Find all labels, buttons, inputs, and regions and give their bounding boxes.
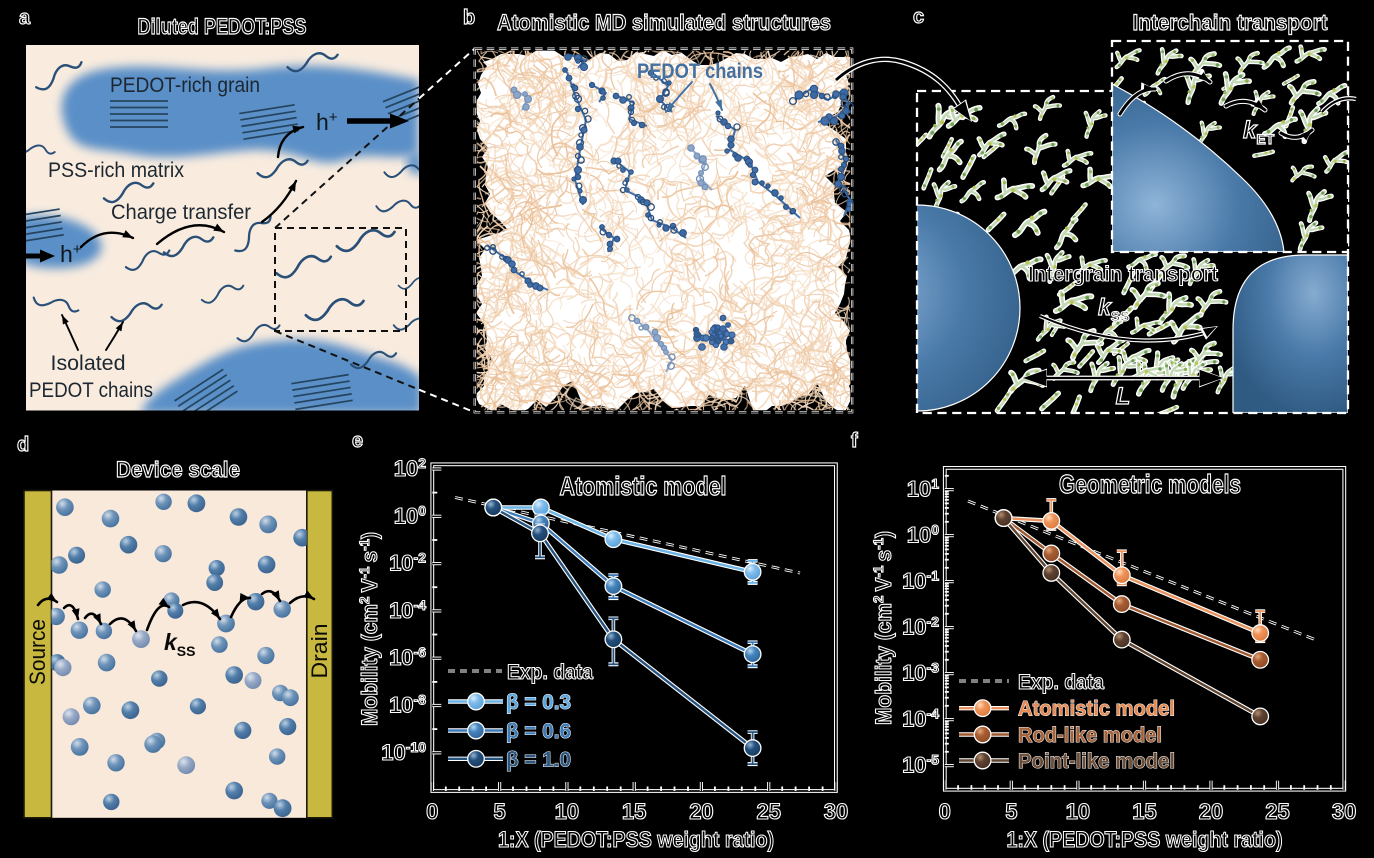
svg-text:Exp. data: Exp. data <box>507 661 593 684</box>
svg-text:20: 20 <box>689 799 713 824</box>
svg-text:Exp. data: Exp. data <box>1018 671 1104 694</box>
svg-text:10: 10 <box>555 799 579 824</box>
svg-text:1:X (PEDOT:PSS weight ratio): 1:X (PEDOT:PSS weight ratio) <box>1007 827 1283 852</box>
svg-text:Point-like model: Point-like model <box>1018 750 1175 773</box>
svg-text:10: 10 <box>1066 799 1090 824</box>
svg-text:Drain: Drain <box>307 624 332 679</box>
svg-text:Geometric models: Geometric models <box>1059 469 1241 499</box>
svg-text:10-4: 10-4 <box>902 706 939 732</box>
svg-text:Atomistic MD simulated structu: Atomistic MD simulated structures <box>497 10 831 35</box>
svg-text:Source: Source <box>25 619 50 685</box>
svg-text:1:X (PEDOT:PSS weight ratio): 1:X (PEDOT:PSS weight ratio) <box>498 827 774 852</box>
svg-text:30: 30 <box>824 799 848 824</box>
svg-text:β = 0.6: β = 0.6 <box>506 720 571 743</box>
svg-text:d: d <box>17 434 29 456</box>
svg-text:b: b <box>463 7 475 29</box>
svg-text:10-1: 10-1 <box>902 568 939 594</box>
svg-text:10-4: 10-4 <box>389 597 426 623</box>
svg-text:30: 30 <box>1332 799 1356 824</box>
svg-text:β = 1.0: β = 1.0 <box>506 748 571 771</box>
svg-text:5: 5 <box>493 799 505 824</box>
svg-text:10-10: 10-10 <box>381 739 426 765</box>
svg-text:Atomistic model: Atomistic model <box>1018 698 1175 721</box>
svg-text:L: L <box>1116 383 1131 410</box>
svg-text:Charge transfer: Charge transfer <box>111 201 251 224</box>
svg-text:Isolated: Isolated <box>51 352 126 375</box>
svg-text:kSS: kSS <box>1098 294 1129 324</box>
svg-text:Mobility (cm2 V-1 s-1): Mobility (cm2 V-1 s-1) <box>356 532 382 726</box>
svg-text:Mobility (cm2 V-1 s-1): Mobility (cm2 V-1 s-1) <box>870 531 896 725</box>
svg-text:Device scale: Device scale <box>116 457 240 482</box>
svg-text:15: 15 <box>1132 799 1156 824</box>
svg-text:kET: kET <box>1243 117 1275 147</box>
svg-text:Atomistic model: Atomistic model <box>560 471 727 501</box>
svg-text:0: 0 <box>939 799 951 824</box>
svg-text:25: 25 <box>756 799 780 824</box>
svg-text:25: 25 <box>1265 799 1289 824</box>
svg-text:PSS-rich matrix: PSS-rich matrix <box>48 159 184 182</box>
svg-text:Intergrain transport: Intergrain transport <box>1028 263 1218 286</box>
svg-text:Rod-like model: Rod-like model <box>1018 724 1162 747</box>
svg-text:5: 5 <box>1005 799 1017 824</box>
svg-text:Interchain transport: Interchain transport <box>1133 10 1329 35</box>
svg-text:c: c <box>913 6 924 28</box>
svg-text:Diluted PEDOT:PSS: Diluted PEDOT:PSS <box>138 14 307 39</box>
svg-text:20: 20 <box>1199 799 1223 824</box>
svg-text:PEDOT-rich grain: PEDOT-rich grain <box>110 74 260 97</box>
svg-text:PEDOT chains: PEDOT chains <box>29 379 153 402</box>
svg-text:β = 0.3: β = 0.3 <box>506 691 571 714</box>
svg-text:PEDOT chains: PEDOT chains <box>637 60 763 83</box>
svg-text:f: f <box>851 430 858 452</box>
svg-text:10-5: 10-5 <box>902 752 939 778</box>
svg-text:15: 15 <box>622 799 646 824</box>
svg-text:a: a <box>19 7 31 29</box>
svg-text:e: e <box>352 430 363 452</box>
svg-text:0: 0 <box>426 799 438 824</box>
svg-text:102: 102 <box>394 455 426 481</box>
